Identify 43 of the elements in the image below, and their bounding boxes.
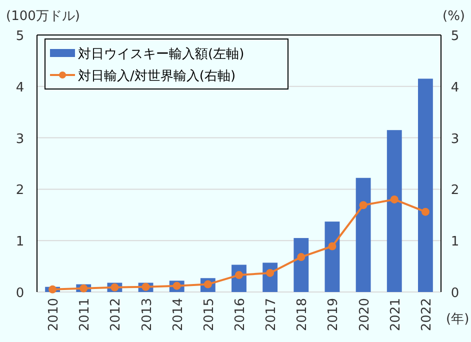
point — [359, 201, 368, 210]
x-tick-label: 2017 — [264, 298, 280, 332]
bar — [294, 238, 309, 292]
point — [266, 268, 274, 277]
point — [421, 208, 430, 216]
y-tick-label: 1 — [16, 234, 24, 250]
x-tick-label: 2021 — [388, 298, 404, 332]
y-tick-label: 3 — [16, 132, 24, 147]
x-tick-label: 2013 — [140, 298, 155, 332]
y-tick-label: 2 — [16, 183, 24, 198]
point — [390, 195, 398, 204]
x-tick-label: 2014 — [170, 298, 186, 332]
point — [48, 285, 57, 294]
point — [297, 253, 306, 262]
bar — [356, 178, 371, 292]
bar — [324, 222, 340, 292]
y-tick-label: 0 — [16, 286, 24, 301]
y2-tick-label: 3 — [450, 132, 460, 147]
x-tick-label: 2019 — [326, 298, 342, 332]
x-tick-label: 2022 — [419, 298, 434, 332]
x-tick-label: 2011 — [78, 298, 93, 332]
y2-tick-label: 1 — [450, 234, 460, 250]
x-tick-label: 2018 — [295, 298, 310, 332]
legend-label: 対日ウイスキー輸入額(左軸) — [78, 46, 244, 62]
x-tick-label: 2016 — [233, 298, 248, 332]
point — [80, 284, 88, 292]
y2-tick-label: 0 — [450, 286, 460, 301]
x-tick-label: 2010 — [46, 298, 62, 332]
y2-tick-label: 4 — [450, 80, 460, 96]
y2-axis-title: (%) — [442, 9, 465, 24]
y2-tick-label: 5 — [450, 29, 460, 44]
x-tick-label: 2020 — [357, 298, 372, 332]
y-tick-label: 5 — [16, 29, 24, 44]
y-axis-title: (100万ドル) — [6, 9, 80, 24]
x-axis-title: (年) — [446, 312, 470, 327]
x-tick-label: 2012 — [108, 298, 124, 332]
x-tick-label: 2015 — [202, 298, 217, 332]
bar — [386, 130, 402, 292]
y2-tick-label: 2 — [450, 183, 460, 198]
point — [328, 242, 336, 250]
legend-label: 対日輸入/対世界輸入(右軸) — [78, 68, 236, 84]
bar — [418, 78, 433, 292]
y-tick-label: 4 — [16, 80, 24, 96]
